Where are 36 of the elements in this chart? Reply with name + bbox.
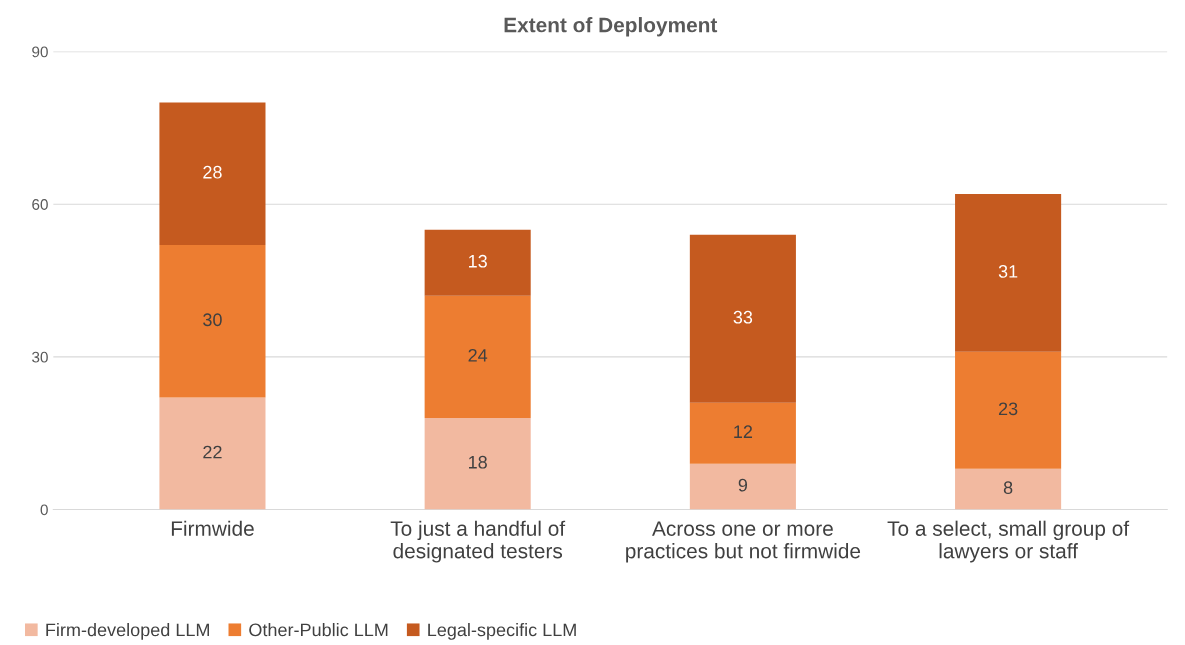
data-label: 28 <box>203 165 222 179</box>
data-label: 18 <box>469 455 487 469</box>
bar <box>159 102 266 245</box>
legend-label: Legal-specific LLM <box>428 623 576 640</box>
x-tick-label: To a select, small group of lawyers or staff <box>887 520 1130 563</box>
y-tick-label: 90 <box>32 46 48 58</box>
data-label: 23 <box>998 402 1018 416</box>
data-label: 8 <box>1003 481 1013 495</box>
bar <box>159 397 266 510</box>
data-label: 24 <box>468 348 488 362</box>
bar <box>424 229 531 296</box>
x-tick-label: Across one or more practices but not firmwide <box>626 521 861 563</box>
bar <box>689 463 796 510</box>
y-tick-label: 30 <box>32 351 48 363</box>
data-label: 12 <box>734 425 753 438</box>
bar <box>159 244 266 398</box>
bar <box>424 417 531 510</box>
bar <box>689 234 796 403</box>
bar <box>689 402 796 464</box>
legend-label: Other-Public LLM <box>249 623 388 637</box>
legend-label: Firm-developed LLM <box>46 623 209 640</box>
bar <box>955 468 1062 510</box>
x-tick-label: To just a handful of designated testers <box>390 520 566 563</box>
bar <box>955 351 1062 469</box>
data-label: 9 <box>738 478 748 492</box>
bar <box>424 295 531 418</box>
data-label: 31 <box>998 265 1018 278</box>
data-label: 22 <box>203 445 222 459</box>
y-tick-label: 0 <box>40 504 48 516</box>
data-label: 13 <box>469 254 487 268</box>
data-label: 33 <box>733 310 753 324</box>
bar <box>955 194 1062 352</box>
chart-title: Extent of Deployment <box>504 17 718 37</box>
y-tick-label: 60 <box>32 199 48 210</box>
x-tick-label: Firmwide <box>171 520 254 536</box>
data-label: 30 <box>203 313 222 327</box>
